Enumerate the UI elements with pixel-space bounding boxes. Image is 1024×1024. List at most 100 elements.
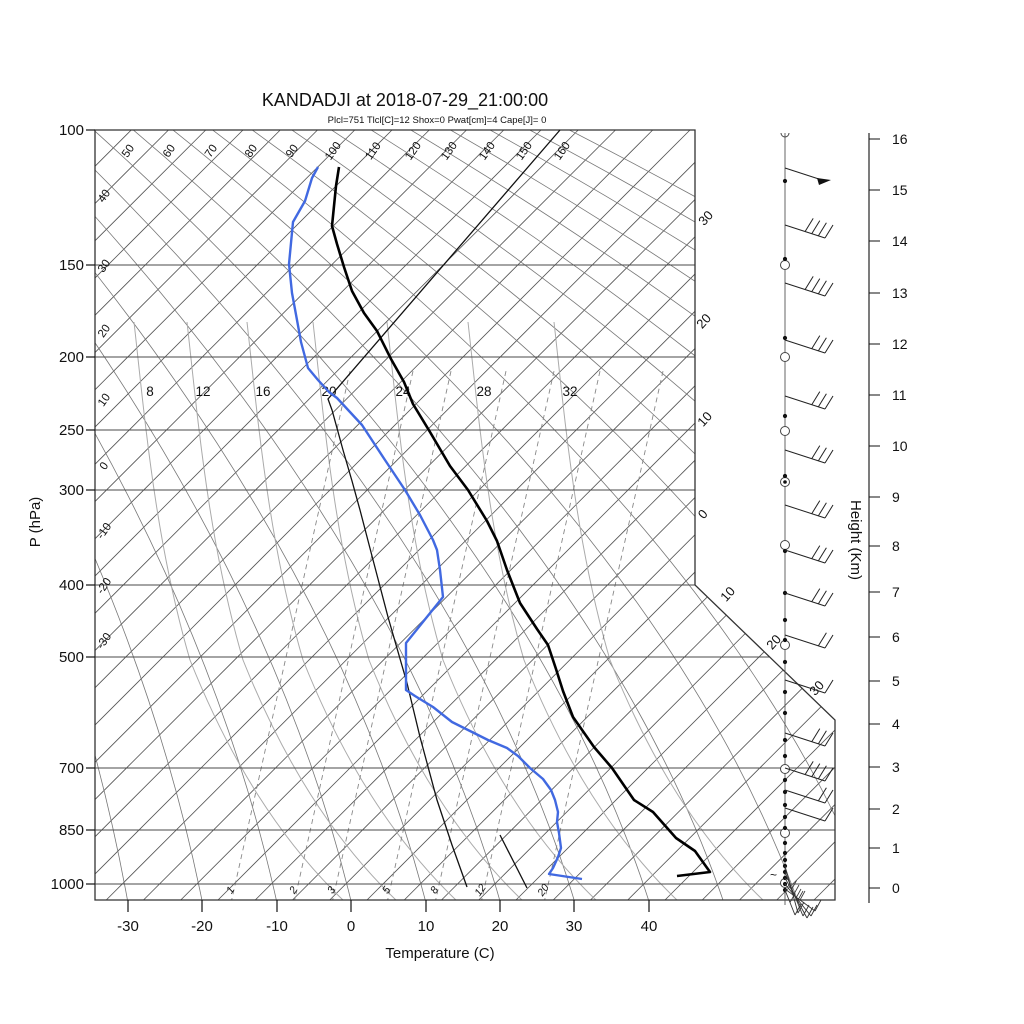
- dry-adiabat-line: [565, 130, 835, 900]
- isotherm-line: [95, 130, 691, 900]
- height-tick-label: 2: [892, 801, 900, 817]
- isotherm-line: [249, 130, 835, 900]
- dry-adiabat-line: [95, 130, 427, 900]
- temperature-tick-label: -20: [191, 918, 213, 935]
- wind-barb-tick: [817, 765, 827, 780]
- height-tick-label: 6: [892, 629, 900, 645]
- dry-adiabat-line: [367, 130, 835, 900]
- isotherm-line: [95, 130, 542, 900]
- isotherm-line: [212, 130, 835, 900]
- chart-title: KANDADJI at 2018-07-29_21:00:00: [262, 90, 548, 111]
- isotherm-line: [95, 130, 132, 900]
- wind-barb-staff: [784, 339, 826, 354]
- isotherm-line: [436, 130, 835, 900]
- mixing-ratio-line: [293, 367, 415, 900]
- wind-level-circle-dot: [783, 480, 787, 484]
- height-tick-label: 13: [892, 285, 908, 301]
- surface-wind-tick: [814, 899, 822, 912]
- wind-barb-tick: [824, 634, 834, 649]
- wind-barb-staff: [784, 449, 826, 464]
- wind-level-dot: [782, 737, 788, 743]
- wind-level-dot: [782, 814, 788, 820]
- dry-adiabat-line: [95, 130, 129, 900]
- height-tick-label: 9: [892, 489, 900, 505]
- moist-adiabat-line: [133, 321, 346, 900]
- wind-barb-tick: [817, 393, 827, 408]
- wind-level-dot: [782, 789, 788, 795]
- dry-adiabat-label: 140: [477, 140, 498, 163]
- isotherm-line: [696, 130, 835, 900]
- wind-barb-tick: [811, 391, 821, 405]
- height-tick-label: 5: [892, 673, 900, 689]
- temperature-profile: [330, 166, 712, 878]
- isotherm-line: [95, 130, 244, 900]
- wind-barb-tick: [824, 224, 834, 239]
- pressure-axis-title: P (hPa): [27, 497, 44, 548]
- isotherm-line: [95, 130, 835, 900]
- wind-barb-tick: [817, 547, 827, 562]
- mixing-ratio-label: 20: [535, 882, 552, 899]
- dry-adiabat-line: [95, 130, 576, 900]
- wind-barb-staff: [784, 592, 826, 607]
- mixing-ratio-line: [543, 367, 665, 900]
- isotherm-line: [0, 130, 94, 905]
- mixing-ratio-line: [331, 367, 453, 900]
- mixing-ratio-label: 8: [428, 884, 441, 896]
- wind-level-dot: [782, 689, 788, 695]
- isotherm-edge-label: 20: [763, 632, 784, 653]
- isotherm-edge-label: 10: [717, 584, 738, 605]
- wind-barb-tick: [817, 222, 827, 237]
- temperature-tick-label: 40: [641, 918, 658, 935]
- wind-barb-tick: [817, 632, 827, 647]
- dry-adiabat-line: [95, 130, 501, 900]
- pressure-tick-label: 200: [59, 349, 84, 366]
- wind-barb-tick: [824, 504, 834, 519]
- mixing-ratio-line: [386, 367, 508, 900]
- isotherm-edge-label: 0: [695, 506, 711, 521]
- wind-level-dot: [782, 256, 788, 262]
- wind-barb-tick: [824, 339, 834, 354]
- wind-barb-tick: [824, 807, 834, 822]
- wind-level-dot: [782, 802, 788, 808]
- dry-adiabat-line: [525, 130, 835, 900]
- isotherm-line: [287, 130, 835, 900]
- isotherm-edge-label: 20: [693, 311, 714, 332]
- mixing-ratio-line: [434, 367, 556, 900]
- isotherm-line: [585, 130, 835, 900]
- height-tick-label: 15: [892, 182, 908, 198]
- moist-adiabat-label: 28: [476, 384, 491, 399]
- moist-adiabat-label: 16: [255, 384, 270, 399]
- isotherm-line: [808, 130, 835, 900]
- pressure-tick-label: 700: [59, 760, 84, 777]
- wind-barb-tick: [811, 220, 821, 234]
- wind-barb-staff: [784, 679, 826, 694]
- dry-adiabat-line: [95, 130, 352, 900]
- dry-adiabat-line: [95, 130, 278, 900]
- isotherm-line: [95, 130, 728, 900]
- mixing-ratio-label: 3: [325, 884, 338, 896]
- calm-semicircle: [780, 132, 790, 138]
- wind-barb-staff: [784, 634, 826, 649]
- wind-barb-tick: [811, 763, 821, 777]
- dry-adiabat-line: [249, 130, 835, 900]
- wind-barb-staff: [784, 549, 826, 564]
- sounding-profiles: [287, 129, 712, 889]
- temperature-tick-label: -30: [117, 918, 139, 935]
- wind-level-circle: [780, 352, 790, 362]
- wind-level-dot: [782, 178, 788, 184]
- height-tick-label: 0: [892, 880, 900, 896]
- dry-adiabat-label: 110: [363, 140, 383, 162]
- pressure-tick-label: 400: [59, 577, 84, 594]
- wind-level-dot: [782, 777, 788, 783]
- tilde-mark: ~: [770, 868, 777, 882]
- surface-wind-tick: [793, 884, 800, 895]
- isotherm-line: [95, 130, 765, 900]
- wind-barb-tick: [817, 337, 827, 352]
- height-axis-title: Height (Km): [847, 500, 864, 580]
- wind-barb-tick: [824, 767, 834, 782]
- moist-adiabat-label: 8: [146, 384, 154, 399]
- surface-wind-tick: [795, 888, 802, 899]
- wind-barb-tick: [824, 789, 834, 804]
- height-tick-label: 4: [892, 716, 900, 732]
